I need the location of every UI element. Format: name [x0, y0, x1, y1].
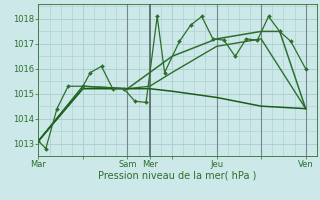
X-axis label: Pression niveau de la mer( hPa ): Pression niveau de la mer( hPa ) — [99, 171, 257, 181]
